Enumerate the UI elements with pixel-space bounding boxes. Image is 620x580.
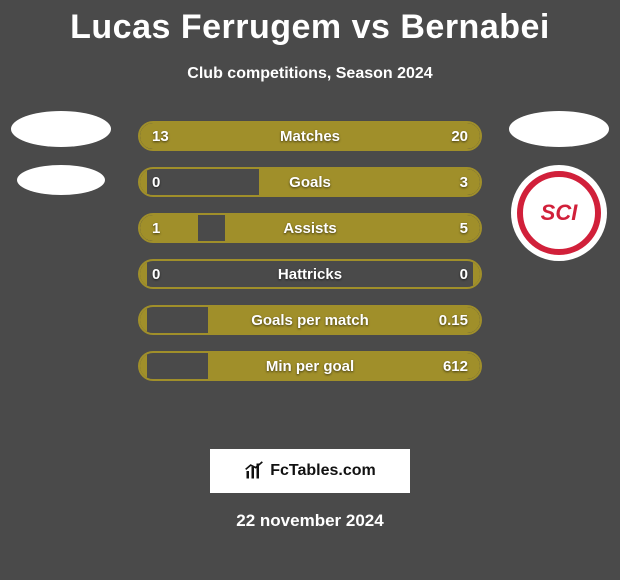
stat-label: Hattricks xyxy=(140,261,480,287)
stat-label: Matches xyxy=(140,123,480,149)
stat-row: 15Assists xyxy=(138,213,482,243)
stat-label: Assists xyxy=(140,215,480,241)
player-photo-placeholder xyxy=(509,111,609,147)
right-player-badges: SCI xyxy=(504,111,614,261)
chart-icon xyxy=(244,461,264,481)
stat-row: 00Hattricks xyxy=(138,259,482,289)
stat-label: Goals xyxy=(140,169,480,195)
stat-label: Min per goal xyxy=(140,353,480,379)
stat-row: 1320Matches xyxy=(138,121,482,151)
footer-brand-badge: FcTables.com xyxy=(210,449,410,493)
stat-label: Goals per match xyxy=(140,307,480,333)
subtitle: Club competitions, Season 2024 xyxy=(0,65,620,83)
club-logo-text: SCI xyxy=(529,183,589,243)
stat-row: 612Min per goal xyxy=(138,351,482,381)
stat-row: 0.15Goals per match xyxy=(138,305,482,335)
club-logo-placeholder xyxy=(17,165,105,195)
page-title: Lucas Ferrugem vs Bernabei xyxy=(0,0,620,47)
comparison-arena: SCI 1320Matches 03Goals 15Assists 00Hattric… xyxy=(0,121,620,421)
stat-bars: 1320Matches 03Goals 15Assists 00Hattricks 0.… xyxy=(138,121,482,381)
club-logo-internacional: SCI xyxy=(511,165,607,261)
left-player-badges xyxy=(6,111,116,195)
date-text: 22 november 2024 xyxy=(0,511,620,531)
player-photo-placeholder xyxy=(11,111,111,147)
stat-row: 03Goals xyxy=(138,167,482,197)
footer-brand-text: FcTables.com xyxy=(270,462,376,480)
